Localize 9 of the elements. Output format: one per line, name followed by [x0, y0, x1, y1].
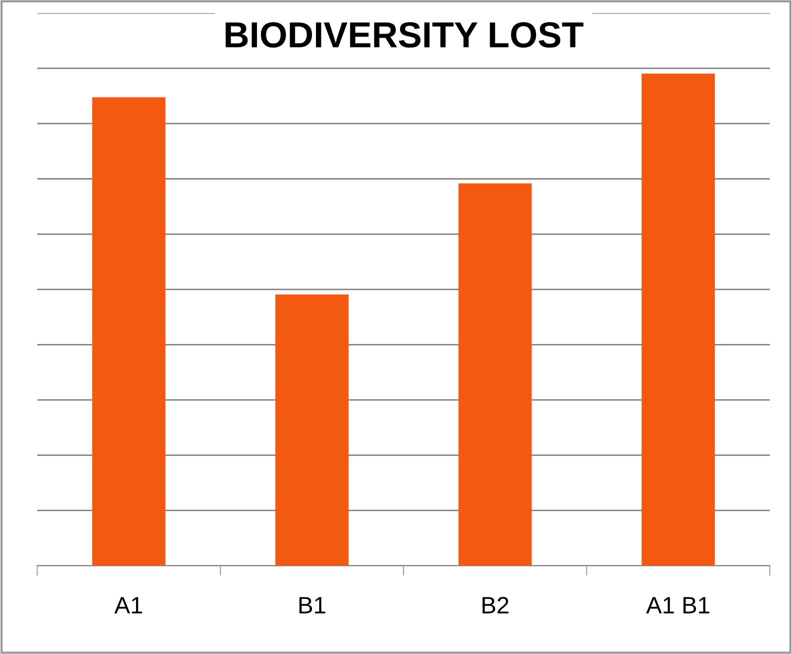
x-tick-label: A1: [114, 597, 142, 614]
bar: [275, 294, 349, 566]
x-tick-label: B1: [299, 597, 326, 614]
bar: [642, 74, 715, 566]
x-tick-label: A1 B1: [646, 597, 710, 614]
bar: [92, 97, 166, 566]
chart-title: BIODIVERSITY LOST: [226, 22, 584, 48]
bar: [458, 183, 532, 566]
x-tick-label: B2: [482, 596, 508, 614]
